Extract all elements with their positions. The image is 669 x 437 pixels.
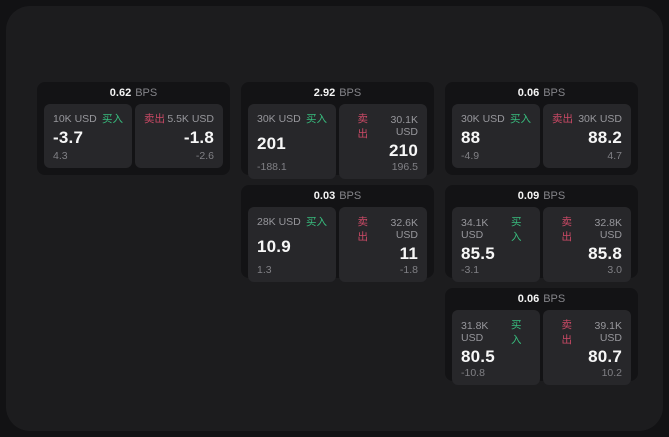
buy-delta: -10.8 [461,367,485,379]
buy-price: 88 [461,128,481,147]
quote-card-body: 28K USD 买入 10.9 1.3 卖出 32.6K USD 11 -1.8 [248,207,427,282]
bps-value: 2.92 [313,87,336,99]
buy-price: 85.5 [461,244,495,263]
buy-delta: 1.3 [257,264,272,276]
buy-amount: 30K USD [461,112,505,125]
buy-quote-tile[interactable]: 28K USD 买入 10.9 1.3 [248,207,336,282]
buy-delta: -3.1 [461,264,480,276]
buy-quote-tile[interactable]: 34.1K USD 买入 85.5 -3.1 [452,207,540,282]
sell-delta: 3.0 [607,264,622,276]
sell-amount: 32.6K USD [390,217,418,241]
buy-amount: 30K USD [257,112,301,125]
sell-side-label: 卖出 [561,319,572,346]
sell-side-label: 卖出 [561,216,572,243]
buy-amount: 31.8K USD [461,320,489,344]
sell-quote-tile[interactable]: 卖出 32.8K USD 85.8 3.0 [543,207,631,282]
sell-delta: -1.8 [399,264,418,276]
bps-value: 0.62 [109,87,132,99]
sell-amount: 39.1K USD [594,320,622,344]
bps-value: 0.06 [517,87,540,99]
sell-price: 88.2 [588,128,622,147]
quote-card: 0.03 BPS 28K USD 买入 10.9 1.3 卖出 32.6K US… [241,185,434,282]
sell-amount: 32.8K USD [594,217,622,241]
buy-quote-tile[interactable]: 31.8K USD 买入 80.5 -10.8 [452,310,540,385]
sell-price: 11 [399,244,418,263]
sell-price: 210 [389,141,418,160]
quote-card-body: 30K USD 买入 88 -4.9 卖出 30K USD 88.2 4.7 [452,104,631,168]
sell-amount: 30.1K USD [390,114,418,138]
sell-price: 85.8 [588,244,622,263]
bps-unit-label: BPS [339,87,362,99]
bps-header: 0.03 BPS [248,185,427,207]
buy-amount: 28K USD [257,215,301,228]
quote-card-body: 10K USD 买入 -3.7 4.3 卖出 5.5K USD -1.8 -2.… [44,104,223,168]
buy-side-label: 买入 [510,113,531,125]
quote-card: 0.09 BPS 34.1K USD 买入 85.5 -3.1 卖出 32.8K… [445,185,638,282]
sell-quote-tile[interactable]: 卖出 30K USD 88.2 4.7 [543,104,631,168]
quote-card: 2.92 BPS 30K USD 买入 201 -188.1 卖出 30.1K … [241,82,434,179]
buy-delta: -188.1 [257,161,287,173]
buy-delta: -4.9 [461,150,480,162]
sell-price: -1.8 [183,128,214,147]
buy-amount: 34.1K USD [461,217,489,241]
buy-side-label: 买入 [306,113,327,125]
sell-quote-tile[interactable]: 卖出 5.5K USD -1.8 -2.6 [135,104,223,168]
bps-unit-label: BPS [339,190,362,202]
quote-cards-grid: 0.62 BPS 10K USD 买入 -3.7 4.3 卖出 5.5K USD [37,82,638,385]
bps-header: 0.09 BPS [452,185,631,207]
sell-amount: 30K USD [578,112,622,125]
quote-card: 0.06 BPS 30K USD 买入 88 -4.9 卖出 30K USD [445,82,638,175]
sell-delta: 4.7 [607,150,622,162]
sell-side-label: 卖出 [144,113,165,125]
bps-header: 0.06 BPS [452,82,631,104]
buy-side-label: 买入 [102,113,123,125]
sell-delta: 196.5 [391,161,418,173]
bps-header: 2.92 BPS [248,82,427,104]
sell-quote-tile[interactable]: 卖出 32.6K USD 11 -1.8 [339,207,427,282]
buy-price: -3.7 [53,128,84,147]
bps-unit-label: BPS [543,190,566,202]
bps-unit-label: BPS [135,87,158,99]
bps-unit-label: BPS [543,87,566,99]
buy-side-label: 买入 [511,319,522,346]
buy-quote-tile[interactable]: 30K USD 买入 201 -188.1 [248,104,336,179]
quote-card-body: 31.8K USD 买入 80.5 -10.8 卖出 39.1K USD 80.… [452,310,631,385]
quote-card-body: 34.1K USD 买入 85.5 -3.1 卖出 32.8K USD 85.8… [452,207,631,282]
bps-unit-label: BPS [543,293,566,305]
sell-side-label: 卖出 [357,216,368,243]
sell-quote-tile[interactable]: 卖出 39.1K USD 80.7 10.2 [543,310,631,385]
bps-value: 0.06 [517,293,540,305]
buy-quote-tile[interactable]: 30K USD 买入 88 -4.9 [452,104,540,168]
buy-price: 10.9 [257,236,291,256]
buy-side-label: 买入 [306,216,327,228]
quote-card-body: 30K USD 买入 201 -188.1 卖出 30.1K USD 210 1… [248,104,427,179]
quotes-panel: 0.62 BPS 10K USD 买入 -3.7 4.3 卖出 5.5K USD [6,6,663,431]
sell-delta: -2.6 [195,150,214,162]
buy-quote-tile[interactable]: 10K USD 买入 -3.7 4.3 [44,104,132,168]
sell-quote-tile[interactable]: 卖出 30.1K USD 210 196.5 [339,104,427,179]
bps-header: 0.62 BPS [44,82,223,104]
sell-delta: 10.2 [601,367,622,379]
buy-price: 80.5 [461,347,495,366]
bps-header: 0.06 BPS [452,288,631,310]
buy-side-label: 买入 [511,216,522,243]
bps-value: 0.03 [313,190,336,202]
sell-amount: 5.5K USD [167,112,214,125]
bps-value: 0.09 [517,190,540,202]
buy-price: 201 [257,133,286,153]
buy-delta: 4.3 [53,150,68,162]
quote-card: 0.06 BPS 31.8K USD 买入 80.5 -10.8 卖出 39.1… [445,288,638,385]
sell-side-label: 卖出 [552,113,573,125]
buy-amount: 10K USD [53,112,97,125]
sell-price: 80.7 [588,347,622,366]
quote-card: 0.62 BPS 10K USD 买入 -3.7 4.3 卖出 5.5K USD [37,82,230,175]
sell-side-label: 卖出 [357,113,368,140]
